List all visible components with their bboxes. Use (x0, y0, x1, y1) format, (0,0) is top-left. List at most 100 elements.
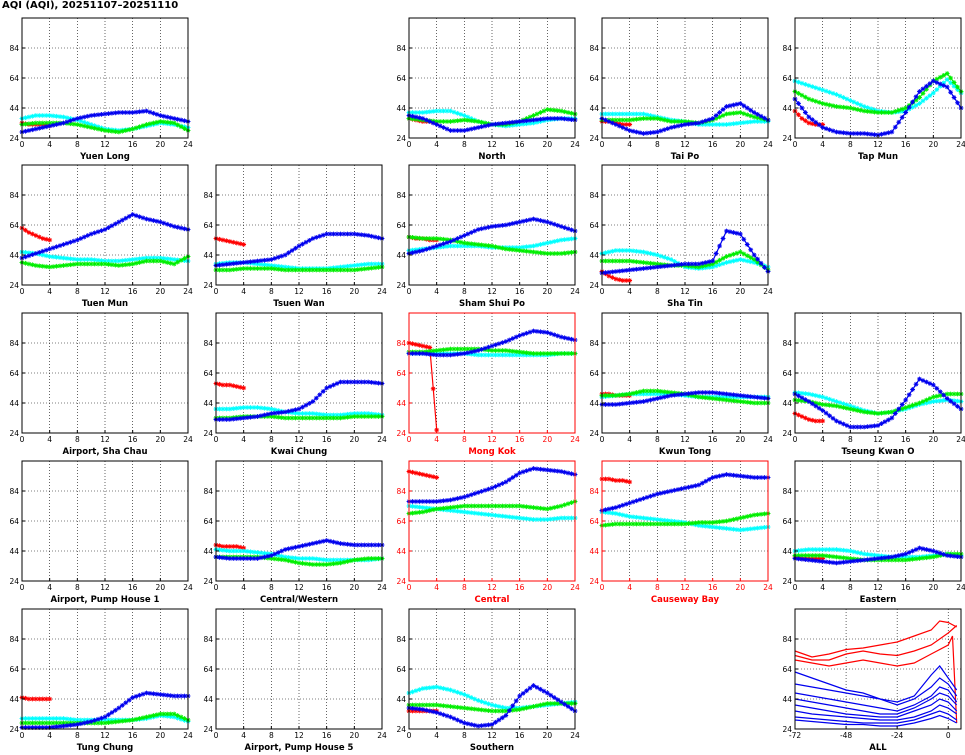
data-point (171, 693, 177, 699)
data-point (458, 719, 464, 724)
data-point (317, 556, 323, 562)
data-point (548, 107, 554, 113)
data-point (430, 244, 436, 250)
data-point (282, 415, 288, 421)
data-point (513, 245, 519, 250)
data-point (33, 720, 39, 726)
series-green (406, 234, 578, 256)
data-point (324, 538, 330, 543)
data-point (74, 717, 80, 723)
series-blue (794, 704, 958, 721)
data-point (644, 521, 650, 527)
data-point (802, 557, 808, 563)
data-point (358, 542, 364, 548)
data-point (748, 107, 754, 113)
data-point (830, 554, 836, 560)
data-point (317, 267, 323, 273)
data-point (26, 696, 32, 702)
data-point (906, 392, 912, 398)
data-point (355, 411, 361, 416)
x-tick-label: 8 (655, 583, 660, 592)
data-point (951, 553, 957, 559)
data-point (265, 266, 271, 271)
data-point (217, 381, 222, 387)
data-point (482, 242, 488, 248)
data-point (699, 263, 705, 269)
data-point (934, 393, 940, 399)
data-point (493, 503, 498, 509)
data-point (71, 717, 77, 723)
data-point (813, 558, 819, 564)
data-point (885, 130, 891, 136)
y-tick-label: 84 (782, 339, 792, 348)
data-point (538, 505, 543, 511)
y-tick-label: 84 (782, 44, 792, 53)
data-point (451, 346, 457, 352)
data-point (651, 492, 657, 498)
data-point (413, 249, 419, 255)
data-point (762, 400, 767, 406)
data-point (720, 113, 726, 118)
data-point (703, 122, 709, 127)
data-point (802, 415, 808, 421)
data-point (112, 129, 118, 135)
data-point (665, 489, 671, 495)
data-point (437, 123, 443, 129)
data-point (489, 243, 495, 249)
data-point (623, 501, 629, 507)
data-point (603, 509, 608, 515)
data-point (517, 693, 523, 699)
data-point (627, 122, 633, 127)
data-point (724, 104, 729, 109)
data-point (112, 110, 118, 116)
data-point (303, 415, 309, 421)
data-point (455, 508, 460, 514)
data-point (851, 99, 857, 105)
data-point (713, 524, 719, 530)
data-point (275, 266, 281, 272)
data-point (448, 704, 453, 709)
data-point (465, 721, 471, 727)
data-point (569, 471, 574, 477)
data-point (661, 521, 667, 527)
data-point (799, 553, 805, 558)
data-point (123, 257, 129, 263)
data-point (955, 391, 960, 397)
data-point (941, 397, 947, 403)
data-point (924, 397, 929, 403)
data-point (748, 394, 754, 400)
data-point (513, 352, 519, 358)
y-tick-label: 24 (9, 577, 19, 586)
data-point (489, 708, 495, 714)
data-point (847, 406, 853, 412)
data-point (358, 556, 364, 562)
data-point (720, 255, 726, 261)
data-point (310, 399, 316, 404)
data-point (641, 521, 646, 527)
data-point (623, 513, 629, 519)
data-point (527, 685, 533, 691)
x-tick-label: 20 (543, 731, 553, 740)
data-point (630, 111, 636, 117)
data-point (903, 551, 909, 557)
data-point (948, 553, 954, 559)
data-point (951, 401, 957, 407)
x-tick-label: 8 (269, 731, 274, 740)
data-point (286, 250, 292, 256)
x-tick-label: 4 (627, 583, 632, 592)
data-point (262, 266, 267, 271)
data-point (327, 412, 333, 418)
data-point (551, 468, 557, 474)
data-point (861, 551, 867, 557)
data-point (930, 78, 936, 84)
data-point (331, 539, 336, 545)
data-point (644, 112, 650, 118)
x-tick-label: 20 (736, 435, 746, 444)
data-point (806, 547, 812, 552)
data-point (799, 105, 805, 111)
data-point (461, 351, 467, 356)
data-point (920, 378, 926, 383)
data-point (313, 556, 319, 562)
data-point (81, 119, 87, 125)
